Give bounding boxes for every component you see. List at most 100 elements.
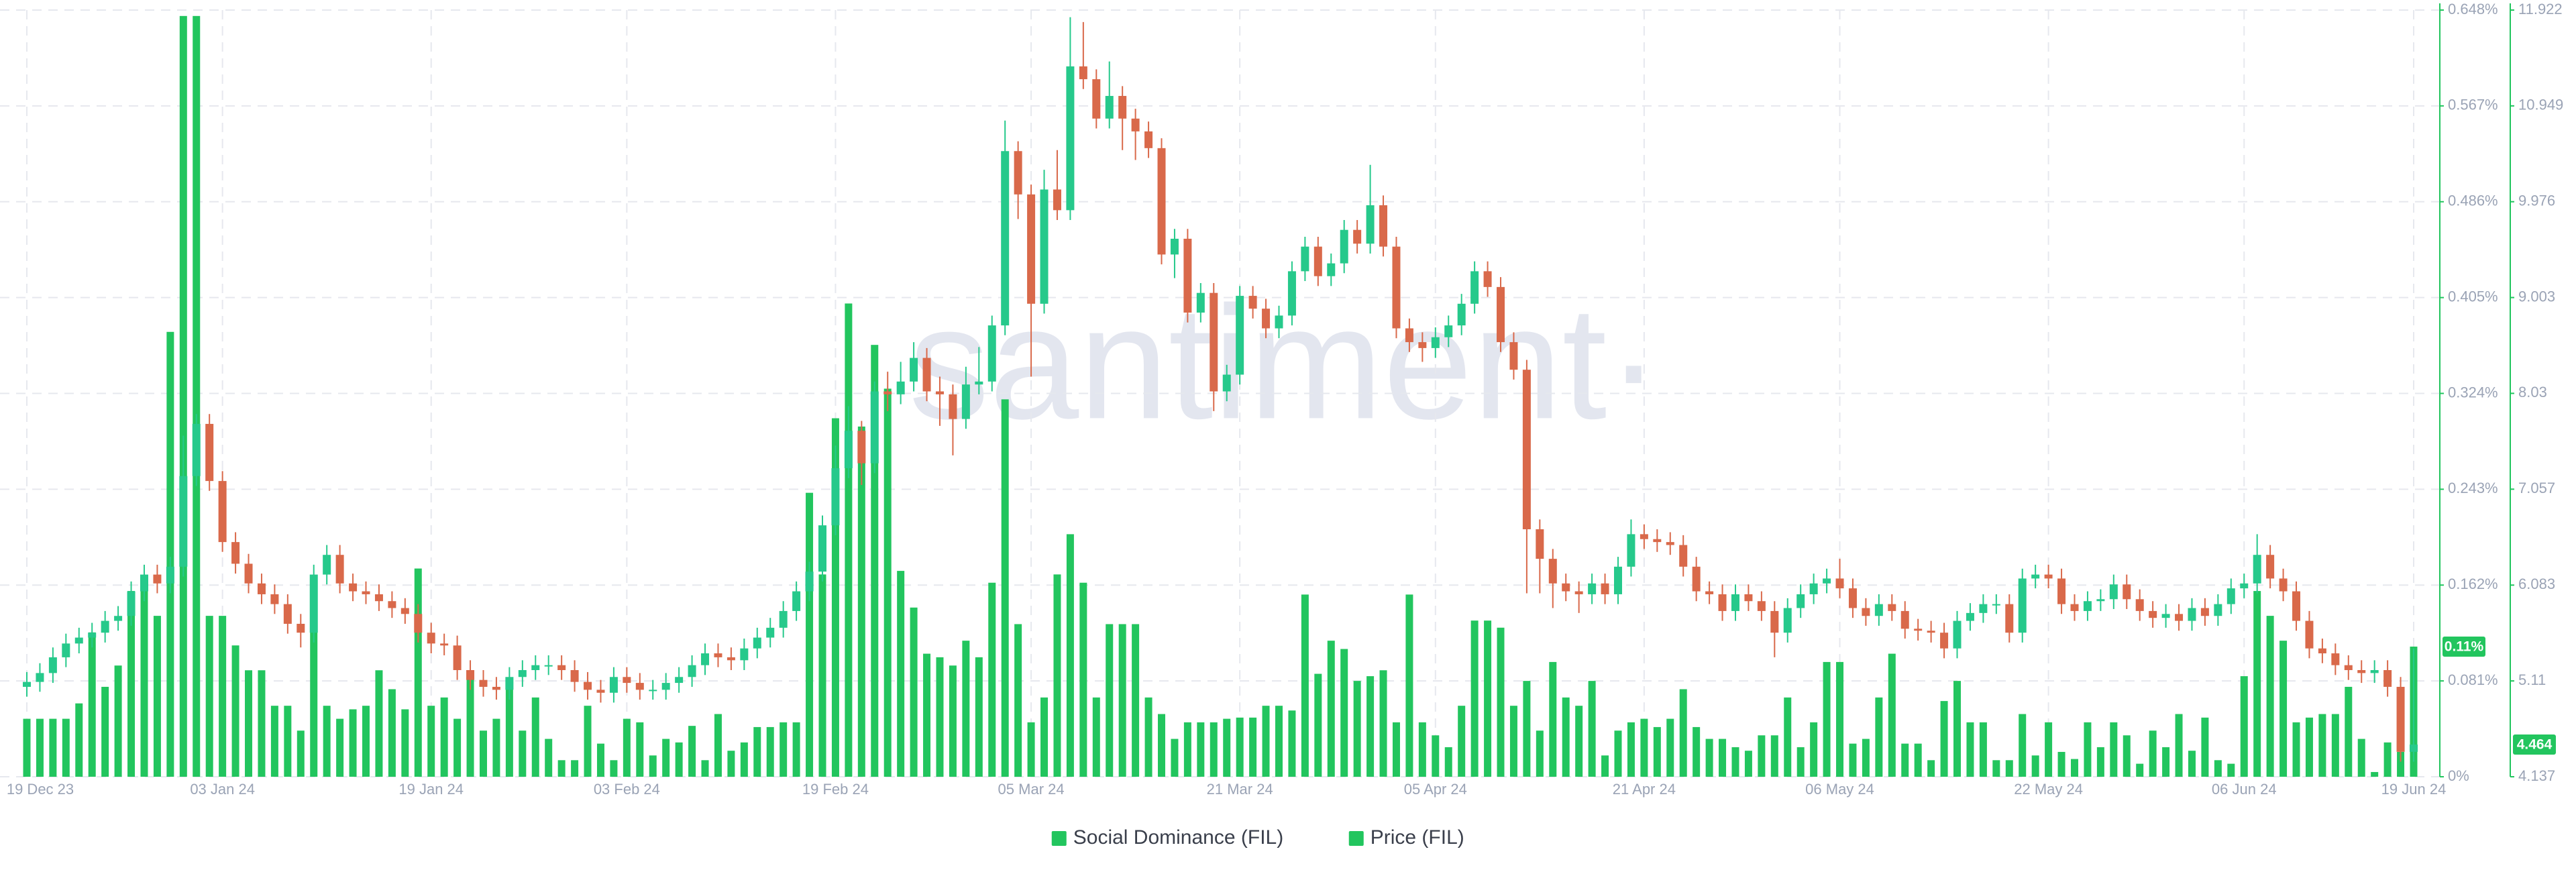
bar [1888,653,1896,777]
legend-label[interactable]: Price (FIL) [1371,826,1464,849]
bar [1575,706,1583,777]
candle-body [1653,539,1662,543]
candle-body [1509,342,1518,370]
watermark: santiment· [909,272,1660,452]
bar [2397,751,2405,777]
candle-body [1327,263,1336,276]
y2-tick-label: 7.057 [2518,480,2555,496]
candle-body [205,423,214,482]
bar [1588,681,1596,777]
y2-tick-label: 5.11 [2518,671,2546,688]
legend-swatch[interactable] [1348,831,1364,846]
bar [623,718,631,777]
bar [1509,706,1517,777]
bar [1562,697,1570,777]
candle-body [2226,588,2235,604]
bar [1027,722,1035,777]
y-tick-label: 0.081% [2448,671,2498,688]
bar [427,706,435,777]
candle-body [1731,594,1739,611]
bar [1210,722,1218,777]
bar [2345,686,2353,777]
bar [166,331,174,777]
candle-body [1105,96,1114,119]
bar [258,670,266,777]
candle-body [531,665,540,670]
candle-body [414,614,423,633]
bar [1823,661,1831,777]
bar [492,718,500,777]
bar [1679,689,1687,777]
bar [1953,681,1962,777]
bar [2031,755,2039,777]
bar [1601,755,1609,777]
candle-body [2175,614,2184,621]
candle-body [857,431,866,464]
bar [1314,673,1322,777]
bar [1301,594,1309,777]
candle-body [2266,555,2275,579]
candle-body [544,665,553,667]
x-tick-label: 21 Apr 24 [1613,781,1676,798]
candle-body [166,566,174,584]
candle-body [1418,342,1427,348]
bar [2227,763,2235,777]
bar [2279,641,2288,777]
bar [545,739,553,777]
x-tick-label: 05 Apr 24 [1404,781,1467,798]
candle-body [140,574,148,592]
y-tick-label: 0.243% [2448,480,2498,496]
candle-body [792,591,801,611]
bar [2019,714,2027,777]
bar [1705,739,1713,777]
bar [1640,718,1648,777]
bar [1132,624,1140,777]
bar [2110,722,2118,777]
candle-body [1744,594,1753,602]
candle-body [1497,286,1505,343]
bar [649,755,657,777]
candle-body [1470,271,1479,304]
bar [2383,742,2392,777]
bar [1770,735,1778,777]
bar [2175,714,2183,777]
bar [1927,760,1935,777]
x-tick-label: 06 May 24 [1805,781,1874,798]
legend-swatch[interactable] [1051,831,1067,846]
candle-body [1210,292,1218,392]
candle-body [1966,612,1974,621]
candle-body [1313,246,1322,276]
candle-body [2018,578,2027,633]
value-badge-label: 0.11% [2445,639,2484,655]
candle-body [753,637,761,649]
bar [1405,594,1413,777]
candle-body [1131,118,1140,131]
candle-body [1183,238,1192,313]
candle-body [2057,578,2066,604]
bar [2005,760,2013,777]
candle-body [896,381,905,394]
legend-label[interactable]: Social Dominance (FIL) [1073,826,1283,849]
candle-body [1940,633,1949,649]
candle-body [2240,583,2249,589]
bar [1719,739,1727,777]
candle-body [910,358,918,382]
bar [923,653,931,777]
bar [1549,661,1557,777]
bar [1614,730,1622,777]
candle-body [1979,604,1988,613]
bar [284,706,292,777]
bar [1066,534,1074,777]
candle-body [1287,271,1296,316]
candle-body [609,677,618,693]
y-tick-label: 0.648% [2448,1,2498,17]
candle-body [2149,610,2157,618]
bar [1849,743,1857,777]
bar [531,697,539,777]
candle-body [2109,584,2118,600]
candle-body [244,563,253,584]
bar [975,657,983,777]
candle-body [23,682,31,687]
bar [479,730,487,777]
